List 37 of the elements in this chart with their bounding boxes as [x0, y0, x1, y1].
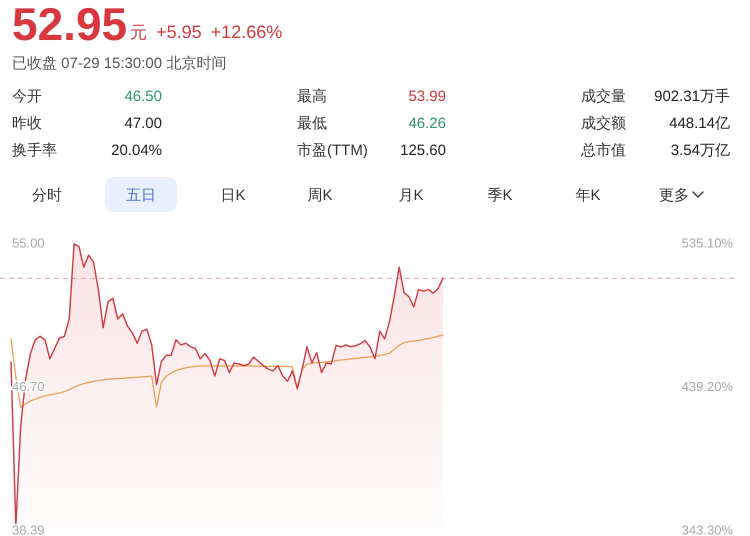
text: 52.95: [12, 0, 128, 50]
line-series: [10, 334, 444, 408]
text: 3.54万亿: [670, 142, 730, 159]
text: 最高: [297, 88, 327, 105]
text: 更多: [659, 187, 689, 204]
text: +12.66%: [210, 22, 282, 42]
text: 总市值: [580, 142, 626, 159]
text: 53.99: [408, 88, 446, 105]
text: 年K: [575, 187, 601, 204]
text: 46.50: [124, 88, 162, 105]
y2-tick-label: 439.20%: [682, 379, 734, 394]
y2-tick-label: 343.30%: [682, 522, 734, 536]
text: 902.31万手: [654, 88, 730, 105]
y-tick-label: 55.00: [12, 236, 45, 250]
text: 已收盘 07-29 15:30:00 北京时间: [12, 55, 226, 72]
text: 46.26: [408, 115, 446, 132]
text: 成交额: [581, 115, 626, 132]
text: 元: [130, 23, 148, 42]
text: 分时: [32, 187, 62, 204]
text: 市盈(TTM): [297, 142, 368, 159]
text: 周K: [307, 187, 333, 204]
text: 昨收: [12, 115, 42, 132]
text: 月K: [398, 187, 424, 204]
text: 125.60: [400, 142, 446, 159]
text: 五日: [126, 187, 156, 204]
y2-tick-label: 535.10%: [682, 236, 734, 250]
text: +5.95: [156, 22, 202, 42]
text: 最低: [297, 115, 327, 132]
text: 季K: [487, 187, 513, 204]
text: 今开: [12, 88, 42, 105]
text: 47.00: [124, 115, 162, 132]
text: 448.14亿: [669, 115, 730, 132]
text: 20.04%: [111, 142, 162, 159]
text: 日K: [220, 187, 246, 204]
text: 换手率: [12, 142, 57, 159]
text: 成交量: [581, 88, 626, 105]
y-tick-label: 38.39: [12, 522, 45, 536]
